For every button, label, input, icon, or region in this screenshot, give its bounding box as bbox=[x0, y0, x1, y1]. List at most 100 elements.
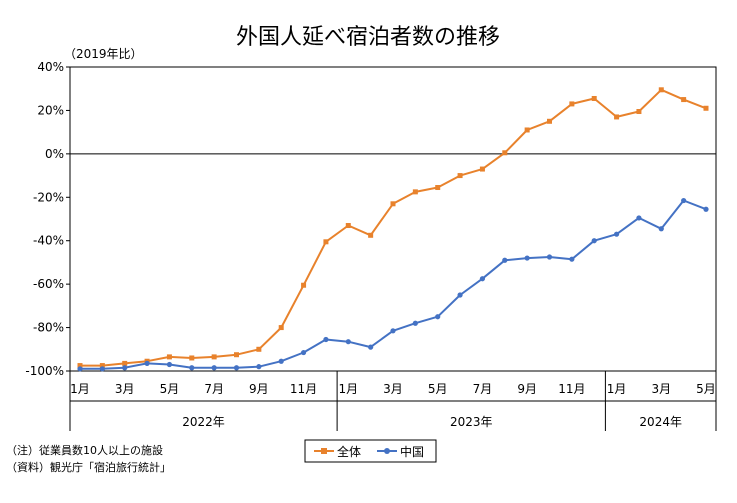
x-tick-label: 1月 bbox=[607, 382, 627, 396]
x-tick-label: 1月 bbox=[70, 382, 90, 396]
data-point-all bbox=[614, 114, 620, 120]
data-point-all bbox=[166, 354, 172, 360]
series-line-china bbox=[80, 199, 707, 370]
plot-area bbox=[69, 66, 717, 372]
data-point-china bbox=[703, 206, 709, 212]
data-point-china bbox=[189, 365, 195, 371]
data-point-china bbox=[211, 365, 217, 371]
data-point-china bbox=[300, 349, 307, 356]
data-point-china bbox=[144, 360, 150, 366]
y-tick-label: -20% bbox=[33, 190, 64, 204]
note-text: （注）従業員数10人以上の施設 bbox=[6, 443, 163, 457]
data-point-all bbox=[234, 352, 239, 358]
x-tick-label: 5月 bbox=[160, 382, 180, 396]
x-tick-label: 11月 bbox=[290, 382, 317, 396]
data-point-all bbox=[547, 118, 552, 124]
chart-title: 外国人延べ宿泊者数の推移 bbox=[236, 25, 500, 50]
data-point-all bbox=[77, 363, 83, 369]
x-group-label: 2023年 bbox=[450, 415, 493, 429]
x-tick-label: 11月 bbox=[558, 382, 585, 396]
x-axis: 1月 3月 5月 7月 9月 11月 1月 3月 5月 7月 9月 11月 1月 3月 5月 2022年 202… bbox=[69, 371, 717, 431]
data-point-china bbox=[479, 276, 486, 282]
series-line-all bbox=[80, 88, 707, 367]
x-tick-label: 9月 bbox=[249, 382, 269, 396]
data-point-china bbox=[233, 365, 240, 371]
data-point-china bbox=[591, 238, 597, 244]
data-point-china bbox=[524, 255, 530, 261]
data-point-all bbox=[681, 97, 687, 103]
y-tick-label: -40% bbox=[33, 234, 64, 248]
x-tick-label: 7月 bbox=[204, 382, 224, 396]
x-tick-label: 7月 bbox=[473, 382, 493, 396]
data-point-all bbox=[301, 282, 307, 288]
data-point-all bbox=[345, 223, 351, 229]
data-point-china bbox=[256, 364, 262, 370]
data-point-all bbox=[502, 150, 508, 156]
data-point-all bbox=[591, 95, 597, 101]
x-tick-label: 3月 bbox=[115, 382, 135, 396]
y-tick-label: 0% bbox=[45, 147, 64, 161]
legend-marker-china bbox=[384, 448, 390, 454]
data-point-china bbox=[658, 226, 664, 232]
data-point-all bbox=[278, 325, 284, 331]
y-tick-label: 40% bbox=[37, 60, 64, 74]
x-tick-label: 5月 bbox=[696, 382, 716, 396]
x-tick-label: 3月 bbox=[651, 382, 671, 396]
data-point-china bbox=[412, 320, 418, 326]
series-layer bbox=[77, 87, 709, 372]
data-point-china bbox=[166, 361, 173, 368]
x-tick-label: 9月 bbox=[517, 382, 537, 396]
x-group-label: 2024年 bbox=[639, 415, 682, 429]
data-point-all bbox=[99, 363, 105, 369]
legend-box bbox=[304, 439, 437, 463]
data-point-china bbox=[368, 344, 374, 350]
data-point-china bbox=[681, 197, 687, 204]
data-point-china bbox=[77, 366, 83, 372]
data-point-china bbox=[390, 328, 396, 334]
data-point-china bbox=[636, 215, 642, 221]
data-point-all bbox=[479, 166, 485, 172]
y-tick-label: -100% bbox=[25, 364, 64, 378]
data-point-all bbox=[457, 173, 463, 179]
data-point-china bbox=[278, 358, 284, 364]
legend: 全体 中国 bbox=[304, 439, 437, 463]
data-point-china bbox=[613, 231, 620, 237]
source-text: （資料）観光庁「宿泊旅行統計」 bbox=[6, 460, 171, 474]
data-point-china bbox=[323, 336, 329, 343]
data-point-all bbox=[658, 87, 664, 93]
data-point-all bbox=[703, 105, 709, 111]
data-point-china bbox=[435, 314, 441, 320]
data-point-all bbox=[390, 201, 396, 207]
x-tick-label: 1月 bbox=[338, 382, 358, 396]
data-point-all bbox=[524, 127, 530, 133]
data-point-all bbox=[412, 189, 418, 195]
y-axis: 40% 20% 0% -20% -40% -60% -80% -100% bbox=[25, 60, 70, 378]
data-point-all bbox=[368, 232, 374, 238]
data-point-all bbox=[256, 346, 262, 352]
data-point-china bbox=[99, 366, 105, 372]
data-point-china bbox=[502, 257, 508, 263]
data-point-all bbox=[569, 101, 575, 107]
data-point-all bbox=[435, 185, 441, 191]
y-tick-label: -80% bbox=[33, 321, 64, 335]
x-group-label: 2022年 bbox=[182, 415, 225, 429]
data-point-china bbox=[546, 254, 553, 260]
y-tick-label: 20% bbox=[37, 103, 64, 117]
data-point-all bbox=[211, 354, 217, 360]
data-point-all bbox=[189, 355, 195, 361]
legend-label-china: 中国 bbox=[400, 444, 424, 459]
data-point-all bbox=[122, 360, 128, 366]
x-tick-label: 3月 bbox=[383, 382, 403, 396]
data-point-all bbox=[636, 109, 642, 115]
data-point-china bbox=[345, 339, 351, 345]
data-point-china bbox=[122, 365, 128, 371]
plot-border bbox=[69, 66, 717, 372]
data-point-china bbox=[569, 256, 575, 262]
x-tick-label: 5月 bbox=[428, 382, 448, 396]
unit-label: （2019年比） bbox=[64, 47, 143, 61]
y-tick-label: -60% bbox=[33, 277, 64, 291]
data-point-all bbox=[323, 239, 329, 245]
data-point-china bbox=[457, 292, 463, 298]
legend-marker-all bbox=[321, 448, 327, 454]
